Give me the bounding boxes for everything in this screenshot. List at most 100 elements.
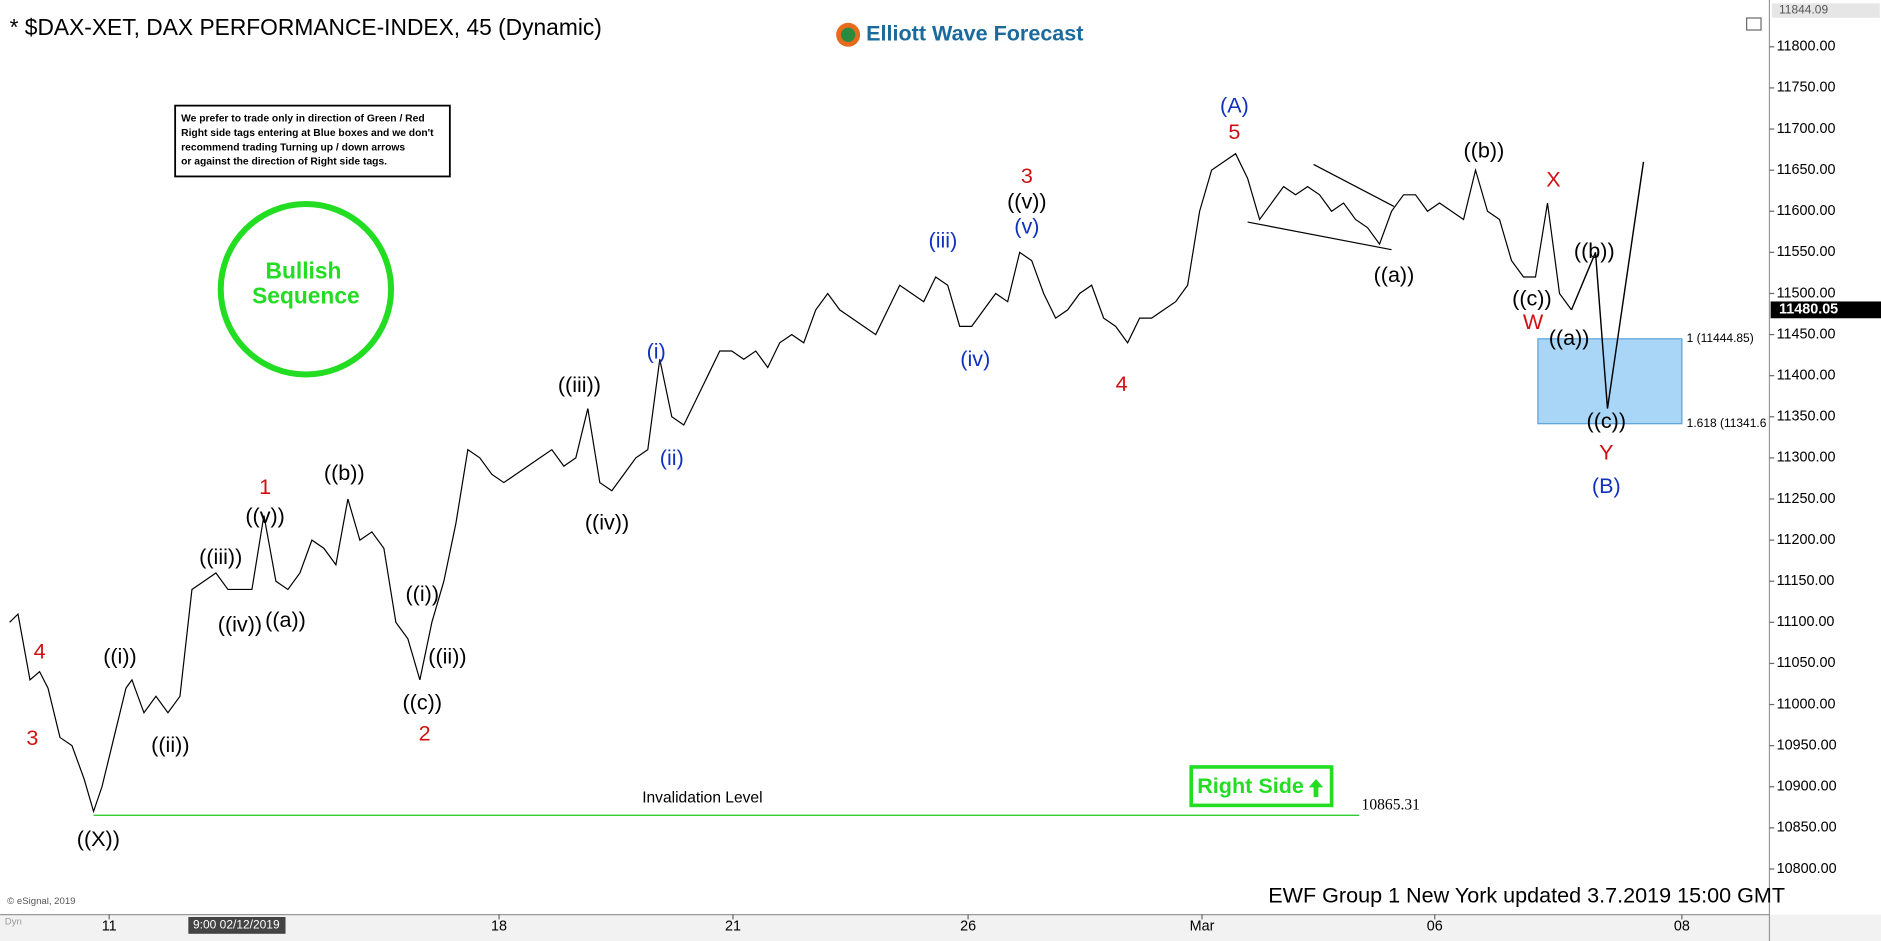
cursor-time: 9:00 02/12/2019: [193, 918, 280, 932]
x-tick-label: 11: [102, 918, 117, 934]
invalidation-label: Invalidation Level: [642, 790, 762, 807]
badge-text: Bullish: [266, 257, 342, 283]
wave-label: (ii): [660, 445, 684, 470]
note-line: We prefer to trade only in direction of …: [181, 114, 424, 125]
wave-label: (iii): [929, 227, 958, 252]
wave-label: ((c)): [402, 689, 442, 714]
wave-label: (iv): [960, 346, 990, 371]
wave-label: ((c)): [1587, 408, 1627, 433]
wave-label: (i): [647, 338, 666, 363]
wave-label: ((b)): [1574, 238, 1615, 263]
wave-label: 3: [1021, 163, 1033, 188]
triangle-line: [1247, 221, 1392, 251]
copyright: © eSignal, 2019: [7, 896, 75, 907]
wave-label: ((i)): [103, 643, 137, 668]
high-tag: 11844.09: [1779, 3, 1828, 17]
y-tick-label: 11000.00: [1777, 696, 1836, 712]
y-tick-label: 11150.00: [1777, 573, 1835, 589]
target-label: 1 (11444.85): [1687, 331, 1754, 345]
note-box: [174, 104, 451, 178]
wave-label: ((b)): [1464, 138, 1505, 163]
x-tick-label: 21: [725, 918, 741, 934]
invalidation-value: 10865.31: [1362, 796, 1420, 813]
wave-label: Y: [1599, 439, 1613, 464]
note-line: or against the direction of Right side t…: [181, 157, 387, 168]
y-tick-label: 11700.00: [1777, 121, 1836, 137]
wave-label: W: [1523, 309, 1544, 334]
price-line: [9, 152, 1572, 814]
y-tick-label: 10800.00: [1777, 861, 1837, 877]
wave-label: ((X)): [77, 826, 120, 851]
y-tick-label: 11050.00: [1777, 655, 1836, 671]
wave-label: ((c)): [1512, 286, 1552, 311]
footer: EWF Group 1 New York updated 3.7.2019 15…: [1268, 882, 1785, 907]
y-tick-label: 11500.00: [1777, 285, 1836, 301]
wave-label: ((a)): [1374, 262, 1415, 287]
up-arrow: [1308, 778, 1324, 797]
last-price: 11480.05: [1779, 302, 1838, 318]
wave-label: (B): [1592, 473, 1621, 498]
y-tick-label: 11550.00: [1777, 244, 1836, 260]
wave-label: ((iv)): [585, 509, 629, 534]
window-icon[interactable]: [1746, 17, 1762, 31]
wave-label: 4: [1116, 371, 1128, 396]
logo-text: Elliott Wave Forecast: [866, 21, 1083, 46]
high-tag-box: [1771, 3, 1880, 18]
wave-label: ((iii)): [558, 372, 601, 397]
wave-label: ((v)): [1007, 189, 1047, 214]
wave-label: 2: [419, 721, 431, 746]
note-line: Right side tags entering at Blue boxes a…: [181, 128, 434, 139]
wave-label: (A): [1220, 93, 1249, 118]
triangle-line: [1313, 163, 1395, 207]
y-tick-label: 10850.00: [1777, 820, 1837, 836]
logo: Elliott Wave Forecast: [836, 21, 1084, 47]
x-tick-label: Mar: [1190, 918, 1215, 934]
logo-icon-inner: [840, 27, 856, 43]
wave-label: ((ii)): [428, 643, 466, 668]
y-tick-label: 10900.00: [1777, 779, 1837, 795]
y-tick-label: 11300.00: [1777, 450, 1836, 466]
last-price-box: [1770, 301, 1881, 319]
wave-label: ((a)): [265, 607, 306, 632]
time-axis-band: [0, 914, 1881, 941]
badge-text: Sequence: [252, 283, 360, 309]
mode: Dyn: [5, 916, 22, 927]
x-tick-label: 18: [491, 918, 507, 934]
wave-label: (v): [1014, 213, 1039, 238]
wave-label: X: [1546, 167, 1560, 192]
right-side-box: [1189, 765, 1334, 808]
wave-label: 4: [34, 638, 46, 663]
chart-title: * $DAX-XET, DAX PERFORMANCE-INDEX, 45 (D…: [10, 14, 602, 40]
y-tick-label: 11800.00: [1777, 39, 1836, 55]
y-tick-label: 11250.00: [1777, 491, 1836, 507]
y-tick-label: 11600.00: [1777, 203, 1836, 219]
wave-label: ((i)): [405, 581, 439, 606]
y-tick-label: 11200.00: [1777, 532, 1836, 548]
wave-label: ((iii)): [199, 544, 242, 569]
right-side-text: Right Side: [1197, 773, 1304, 798]
wave-label: ((ii)): [151, 732, 189, 757]
wave-label: 1: [259, 474, 271, 499]
wave-label: 5: [1228, 119, 1240, 144]
target-label: 1.618 (11341.6: [1687, 416, 1767, 430]
x-tick-label: 06: [1427, 918, 1443, 934]
x-tick-label: 08: [1674, 918, 1690, 934]
x-tick-label: 26: [960, 918, 976, 934]
wave-label: ((b)): [324, 460, 365, 485]
wave-label: ((v)): [245, 503, 285, 528]
y-tick-label: 11400.00: [1777, 367, 1836, 383]
y-tick-label: 11350.00: [1777, 409, 1836, 425]
y-tick-label: 11450.00: [1777, 326, 1836, 342]
y-tick-label: 11650.00: [1777, 162, 1836, 178]
wave-label: ((a)): [1549, 325, 1590, 350]
target-box: [1537, 338, 1683, 425]
note-line: recommend trading Turning up / down arro…: [181, 142, 405, 153]
y-tick-label: 11750.00: [1777, 80, 1836, 96]
wave-label: ((iv)): [218, 611, 262, 636]
wave-label: 3: [26, 725, 38, 750]
projection-line: [1570, 161, 1645, 409]
y-tick-label: 11100.00: [1777, 614, 1835, 630]
cursor-time-box: [188, 916, 286, 934]
bullish-badge: [217, 201, 395, 378]
